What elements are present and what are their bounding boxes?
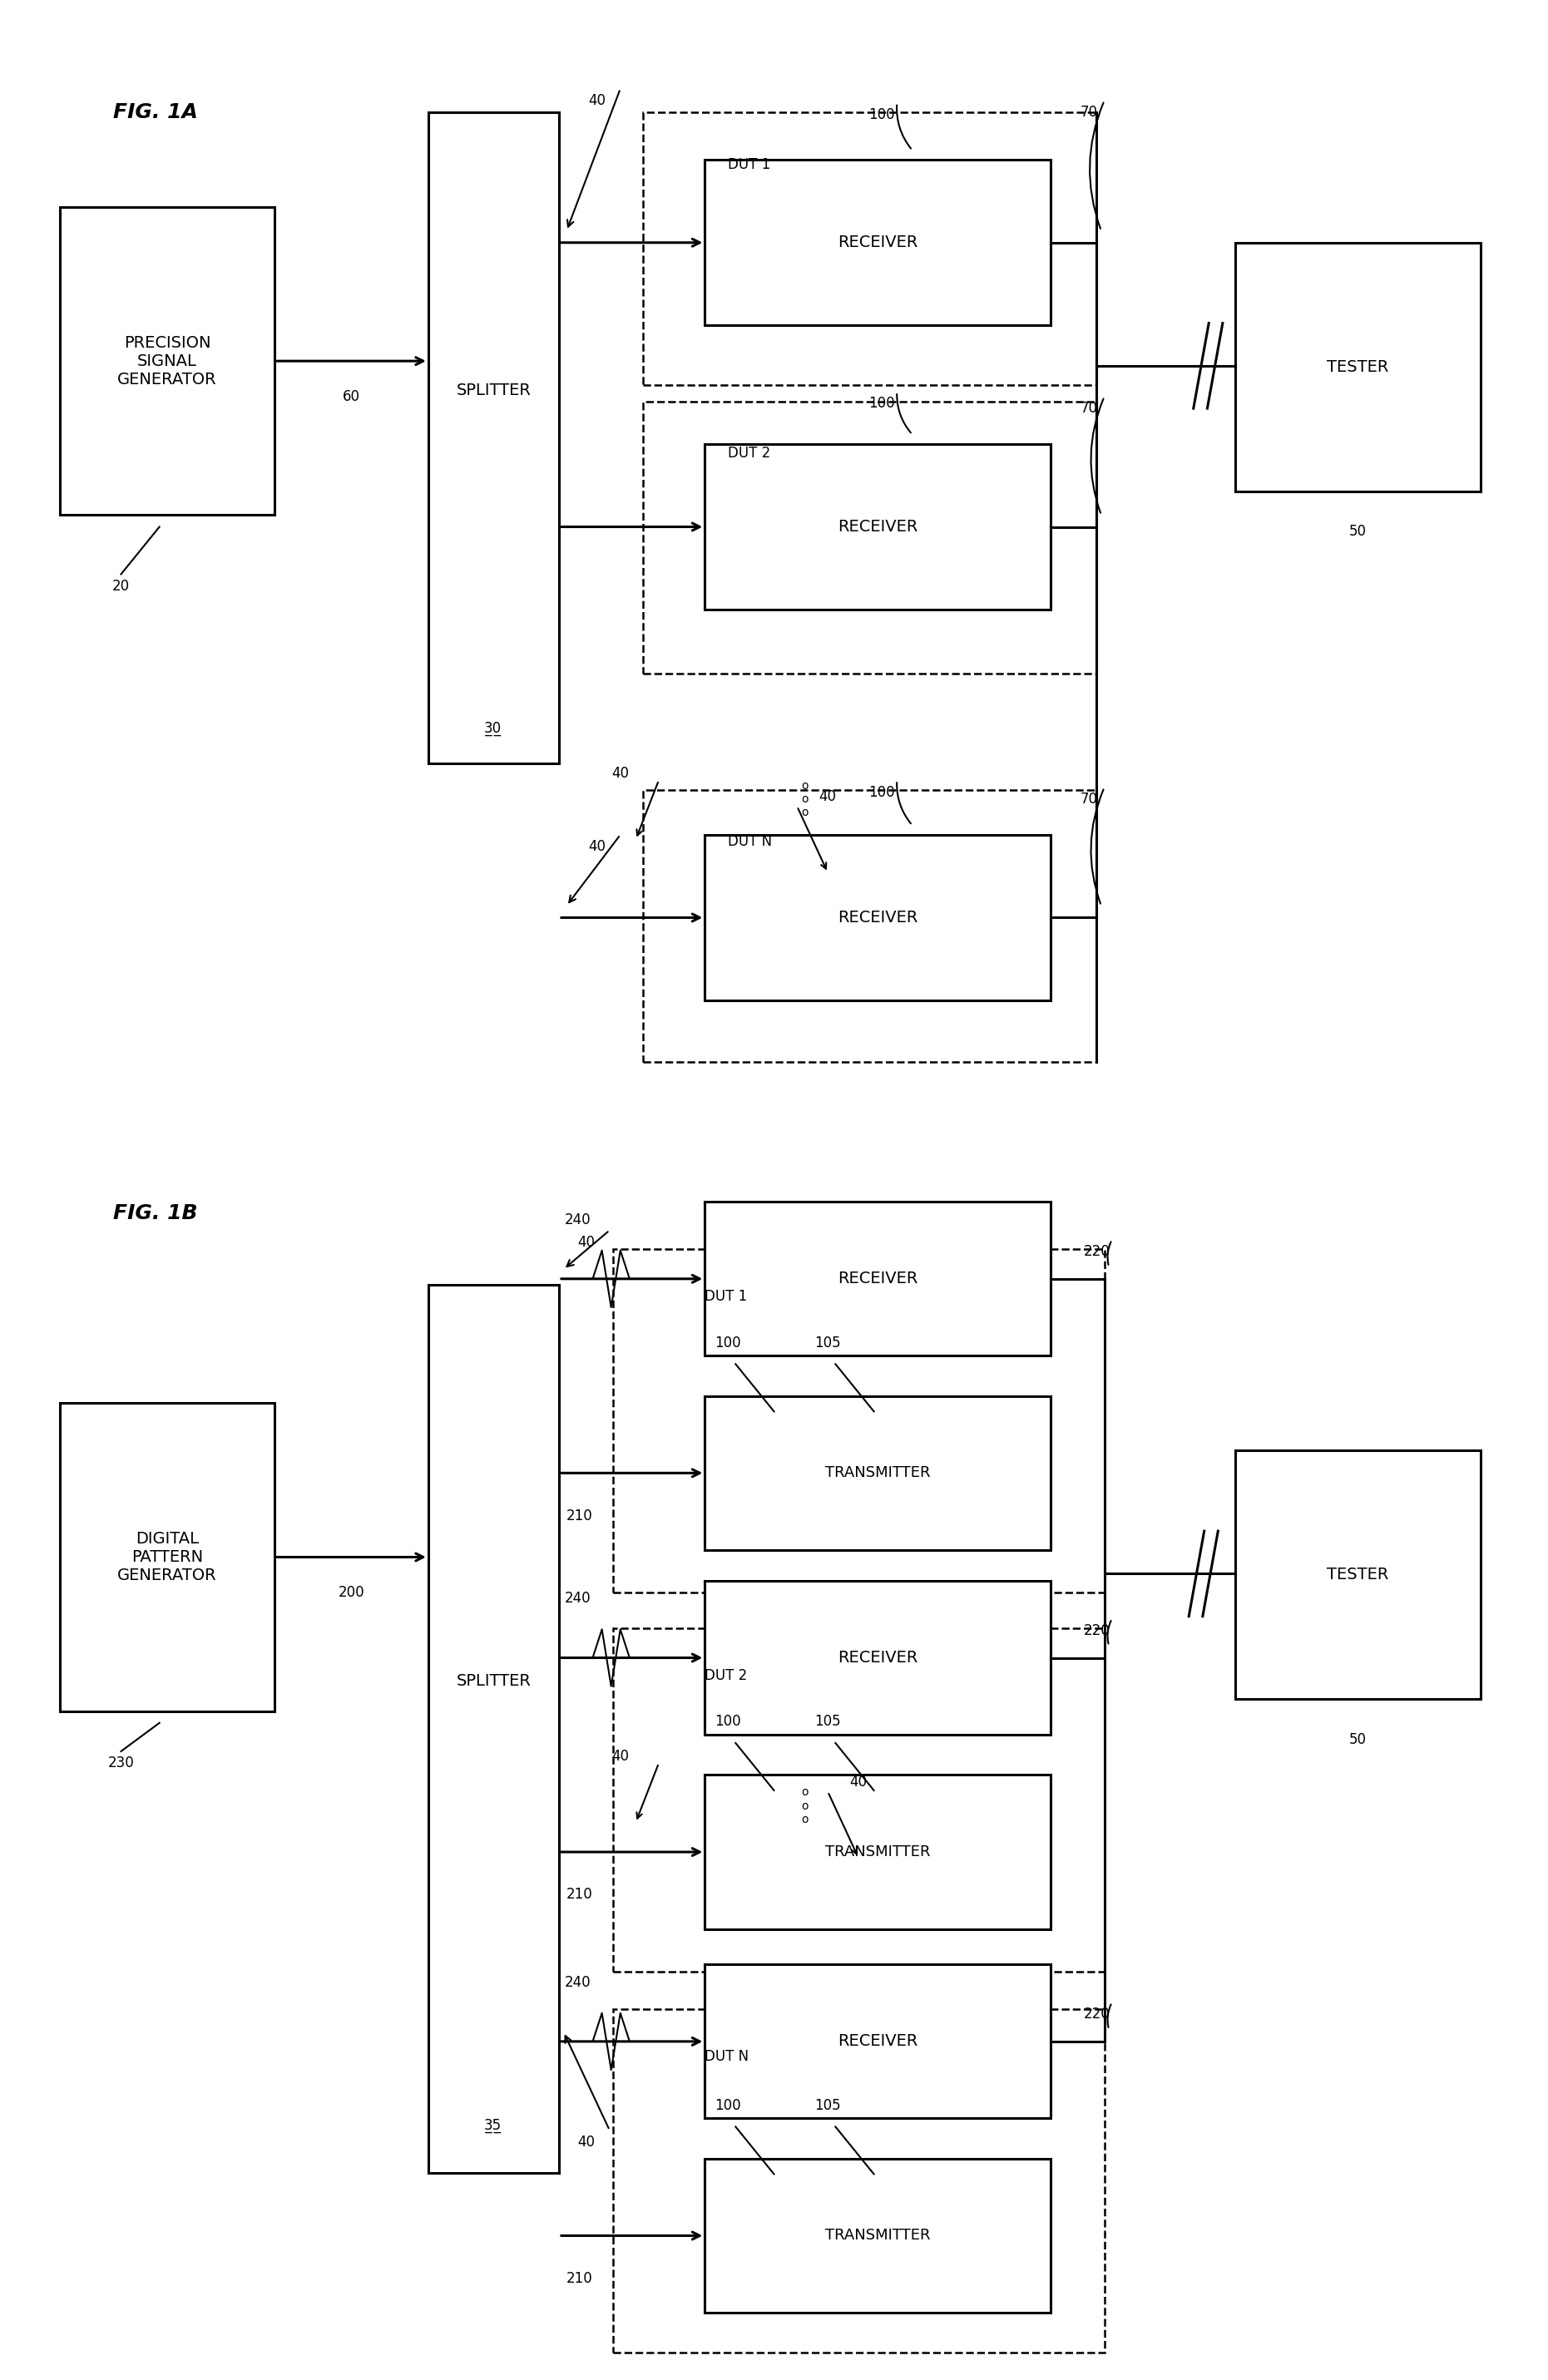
Text: TRANSMITTER: TRANSMITTER: [825, 2228, 930, 2244]
Text: DUT 1: DUT 1: [704, 1290, 748, 1304]
FancyBboxPatch shape: [704, 1397, 1051, 1549]
FancyBboxPatch shape: [704, 2159, 1051, 2313]
Text: RECEIVER: RECEIVER: [837, 236, 918, 250]
Text: 40: 40: [850, 1775, 867, 1790]
FancyBboxPatch shape: [704, 1580, 1051, 1735]
Text: 100: 100: [868, 107, 895, 121]
Text: 100: 100: [868, 395, 895, 412]
Text: DUT N: DUT N: [704, 2049, 749, 2063]
Text: 60: 60: [342, 388, 361, 405]
Text: 210: 210: [567, 2271, 593, 2285]
Text: DUT 2: DUT 2: [704, 1668, 748, 1683]
FancyBboxPatch shape: [59, 1404, 274, 1711]
Text: 100: 100: [715, 1335, 741, 1349]
Text: 40: 40: [819, 790, 836, 804]
Text: DIGITAL
PATTERN
GENERATOR: DIGITAL PATTERN GENERATOR: [118, 1530, 217, 1583]
Text: 3̲5̲: 3̲5̲: [485, 2118, 502, 2132]
Text: 220: 220: [1084, 2006, 1110, 2021]
Text: 240: 240: [563, 1211, 590, 1228]
Text: RECEIVER: RECEIVER: [837, 1271, 918, 1288]
Text: 40: 40: [577, 2135, 596, 2149]
Text: 100: 100: [868, 785, 895, 800]
FancyBboxPatch shape: [704, 835, 1051, 1000]
Text: PRECISION
SIGNAL
GENERATOR: PRECISION SIGNAL GENERATOR: [118, 336, 217, 388]
Text: RECEIVER: RECEIVER: [837, 1649, 918, 1666]
Text: 105: 105: [814, 1335, 841, 1349]
Text: TRANSMITTER: TRANSMITTER: [825, 1466, 930, 1480]
Text: 220: 220: [1084, 1623, 1110, 1637]
FancyBboxPatch shape: [429, 112, 559, 764]
Text: o
o
o: o o o: [802, 1787, 808, 1825]
FancyBboxPatch shape: [429, 1285, 559, 2173]
Text: 200: 200: [339, 1585, 365, 1599]
Text: 40: 40: [611, 766, 628, 781]
Text: 40: 40: [588, 93, 607, 107]
Text: 240: 240: [563, 1592, 590, 1607]
Text: 240: 240: [563, 1975, 590, 1990]
Text: 105: 105: [814, 1714, 841, 1730]
FancyBboxPatch shape: [704, 1964, 1051, 2118]
Text: RECEIVER: RECEIVER: [837, 2033, 918, 2049]
FancyBboxPatch shape: [704, 159, 1051, 326]
Text: 105: 105: [814, 2097, 841, 2113]
Text: 20: 20: [111, 578, 130, 593]
Text: TESTER: TESTER: [1327, 359, 1389, 376]
Text: 50: 50: [1350, 1733, 1367, 1747]
Text: SPLITTER: SPLITTER: [457, 383, 531, 397]
Text: RECEIVER: RECEIVER: [837, 909, 918, 926]
Text: 40: 40: [588, 840, 607, 854]
Text: FIG. 1B: FIG. 1B: [113, 1204, 198, 1223]
Text: o
o
o: o o o: [802, 781, 808, 819]
Text: DUT 2: DUT 2: [728, 445, 771, 462]
Text: 50: 50: [1350, 524, 1367, 538]
Text: 100: 100: [715, 2097, 741, 2113]
Text: 220: 220: [1084, 1245, 1110, 1259]
Text: 210: 210: [567, 1887, 593, 1902]
Text: TESTER: TESTER: [1327, 1566, 1389, 1583]
Text: RECEIVER: RECEIVER: [837, 519, 918, 536]
FancyBboxPatch shape: [704, 1775, 1051, 1928]
FancyBboxPatch shape: [59, 207, 274, 514]
Text: DUT N: DUT N: [728, 835, 772, 850]
Text: TRANSMITTER: TRANSMITTER: [825, 1845, 930, 1859]
Text: 70: 70: [1081, 105, 1098, 119]
Text: FIG. 1A: FIG. 1A: [113, 102, 198, 121]
Text: 230: 230: [108, 1756, 135, 1771]
Text: 70: 70: [1081, 400, 1098, 416]
FancyBboxPatch shape: [1235, 1449, 1481, 1699]
Text: SPLITTER: SPLITTER: [457, 1673, 531, 1690]
FancyBboxPatch shape: [704, 1202, 1051, 1357]
FancyBboxPatch shape: [1235, 243, 1481, 490]
Text: 40: 40: [611, 1749, 628, 1764]
Text: 100: 100: [715, 1714, 741, 1730]
Text: 3̲0̲: 3̲0̲: [485, 721, 502, 735]
Text: DUT 1: DUT 1: [728, 157, 771, 171]
Text: 70: 70: [1081, 793, 1098, 807]
Text: 40: 40: [577, 1235, 596, 1250]
Text: 210: 210: [567, 1509, 593, 1523]
FancyBboxPatch shape: [704, 445, 1051, 609]
